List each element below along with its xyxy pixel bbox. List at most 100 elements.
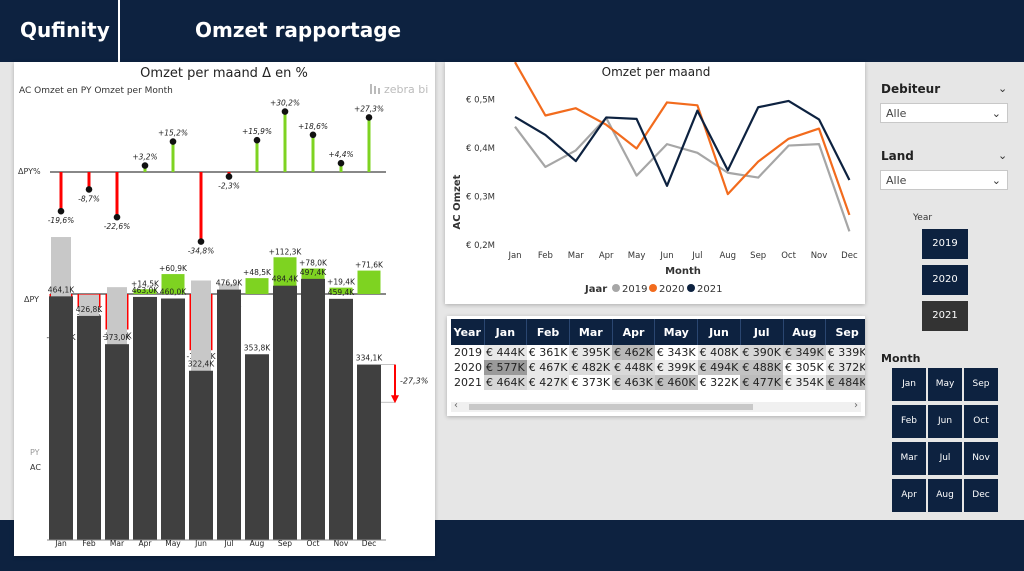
column-header[interactable]: Mar	[569, 319, 613, 345]
x-tick-label: Jan	[507, 251, 521, 261]
year-button-2019[interactable]: 2019	[922, 229, 968, 259]
variance-chart-card[interactable]: Omzet per maand Δ en % AC Omzet en PY Om…	[14, 62, 435, 556]
chevron-down-icon[interactable]: ⌄	[991, 107, 1001, 120]
pct-label: -8,7%	[78, 194, 100, 203]
ac-bar	[217, 289, 241, 540]
pct-label: +3,2%	[132, 153, 157, 162]
ac-bar	[357, 364, 381, 540]
scrollbar-thumb[interactable]	[469, 404, 753, 410]
table-cell: € 464K	[484, 375, 527, 390]
month-button-mar[interactable]: Mar	[892, 442, 926, 475]
table-row: 2021 € 464K € 427K € 373K € 463K € 460K € 322K…	[451, 375, 865, 390]
land-collapse-chevron-icon[interactable]: ⌄	[998, 149, 1008, 162]
ac-value-label: 373,0K	[104, 333, 131, 342]
top-bar: Qufinity Omzet rapportage	[0, 0, 1024, 62]
month-button-aug[interactable]: Aug	[928, 479, 962, 512]
x-tick-label: Feb	[538, 251, 553, 261]
y-tick-label: € 0,2M	[466, 241, 495, 251]
year-slicer-label: Year	[913, 213, 933, 223]
x-tick-label: Jun	[659, 251, 673, 261]
pct-pin-head	[197, 238, 205, 245]
column-header[interactable]: Aug	[783, 319, 827, 345]
ac-bar	[133, 296, 157, 540]
pct-pin-head	[85, 186, 93, 193]
column-header[interactable]: Year	[451, 319, 485, 345]
table-cell: € 477K	[740, 375, 784, 390]
abs-variance-label: +71,6K	[355, 261, 384, 270]
year-button-2021[interactable]: 2021	[922, 301, 968, 331]
pct-pin-head	[169, 138, 177, 145]
ac-value-label: 322,4K	[188, 360, 215, 369]
month-tick-label: Mar	[110, 539, 125, 548]
pct-label: -2,3%	[218, 182, 240, 191]
column-header[interactable]: Jun	[697, 319, 741, 345]
matrix-table-card[interactable]: Year Jan Feb Mar Apr May Jun Jul Aug Sep 2019 € 44…	[447, 316, 865, 416]
month-button-jul[interactable]: Jul	[928, 442, 962, 475]
abs-variance-label: +60,9K	[159, 264, 188, 273]
variance-chart: Omzet per maand Δ en % AC Omzet en PY Om…	[18, 66, 428, 548]
column-header[interactable]: Jul	[740, 319, 784, 345]
horizontal-scrollbar[interactable]: ‹ ›	[451, 400, 861, 412]
table-cell: € 343K	[654, 345, 698, 360]
pct-pin-head	[253, 136, 261, 144]
y-tick-label: € 0,4M	[466, 144, 495, 154]
ac-value-label: 463,0K	[132, 286, 159, 295]
column-header[interactable]: Feb	[526, 319, 570, 345]
month-button-jun[interactable]: Jun	[928, 405, 962, 438]
month-button-oct[interactable]: Oct	[964, 405, 998, 438]
month-button-may[interactable]: May	[928, 368, 962, 401]
month-tick-label: Jan	[54, 539, 67, 548]
zebra-bi-watermark-icon	[370, 84, 380, 94]
pct-label: +18,6%	[298, 122, 328, 131]
month-tick-label: Aug	[250, 539, 265, 548]
month-button-dec[interactable]: Dec	[964, 479, 998, 512]
month-button-jan[interactable]: Jan	[892, 368, 926, 401]
column-header[interactable]: Jan	[484, 319, 528, 345]
year-button-2020[interactable]: 2020	[922, 265, 968, 295]
debiteur-dropdown[interactable]: Alle ⌄	[880, 103, 1008, 123]
x-tick-label: Mar	[568, 251, 585, 261]
row-year-label: 2020	[454, 361, 482, 374]
table-cell: € 354K	[783, 375, 826, 390]
month-slicer-label: Month	[881, 352, 921, 365]
table-cell: € 349K	[783, 345, 826, 360]
month-button-apr[interactable]: Apr	[892, 479, 926, 512]
ac-bar	[105, 344, 129, 540]
month-button-feb[interactable]: Feb	[892, 405, 926, 438]
ac-value-label: 484,4K	[272, 275, 299, 284]
month-tick-label: Oct	[307, 539, 320, 548]
debiteur-collapse-chevron-icon[interactable]: ⌄	[998, 82, 1008, 95]
ac-bar	[161, 298, 185, 540]
table-cell: € 373K	[569, 375, 613, 390]
month-tick-label: Jun	[194, 539, 207, 548]
line-chart-card[interactable]: Omzet per maand AC Omzet Month € 0,2M € 0…	[445, 62, 865, 304]
chevron-down-icon[interactable]: ⌄	[991, 174, 1001, 187]
table-cell: € 322K	[697, 375, 741, 390]
ac-value-label: 464,1K	[48, 285, 75, 294]
x-tick-label: May	[628, 251, 646, 261]
month-button-sep[interactable]: Sep	[964, 368, 998, 401]
table-cell: € 399K	[654, 360, 698, 375]
legend-label-2020: 2020	[659, 284, 684, 295]
column-header[interactable]: Sep	[825, 319, 865, 345]
land-slicer-label: Land	[881, 149, 914, 163]
land-dropdown[interactable]: Alle ⌄	[880, 170, 1008, 190]
ac-axis-label: AC	[30, 463, 41, 472]
scroll-left-icon[interactable]: ‹	[454, 400, 458, 411]
table-cell: € 488K	[740, 360, 784, 375]
pct-label: +27,3%	[354, 104, 384, 113]
scroll-right-icon[interactable]: ›	[854, 400, 858, 411]
debiteur-dropdown-value: Alle	[886, 107, 907, 120]
pct-pin-head	[225, 173, 233, 180]
land-dropdown-value: Alle	[886, 174, 907, 187]
abs-variance-label: +19,4K	[327, 278, 356, 287]
month-button-nov[interactable]: Nov	[964, 442, 998, 475]
column-header[interactable]: Apr	[612, 319, 656, 345]
pct-pin-head	[281, 108, 289, 115]
table-cell: € 427K	[526, 375, 570, 390]
brand-logo: Qufinity	[20, 18, 110, 42]
abs-variance-bar	[161, 274, 185, 294]
column-header[interactable]: May	[654, 319, 699, 345]
table-cell: € 408K	[697, 345, 741, 360]
header-divider	[118, 0, 120, 62]
